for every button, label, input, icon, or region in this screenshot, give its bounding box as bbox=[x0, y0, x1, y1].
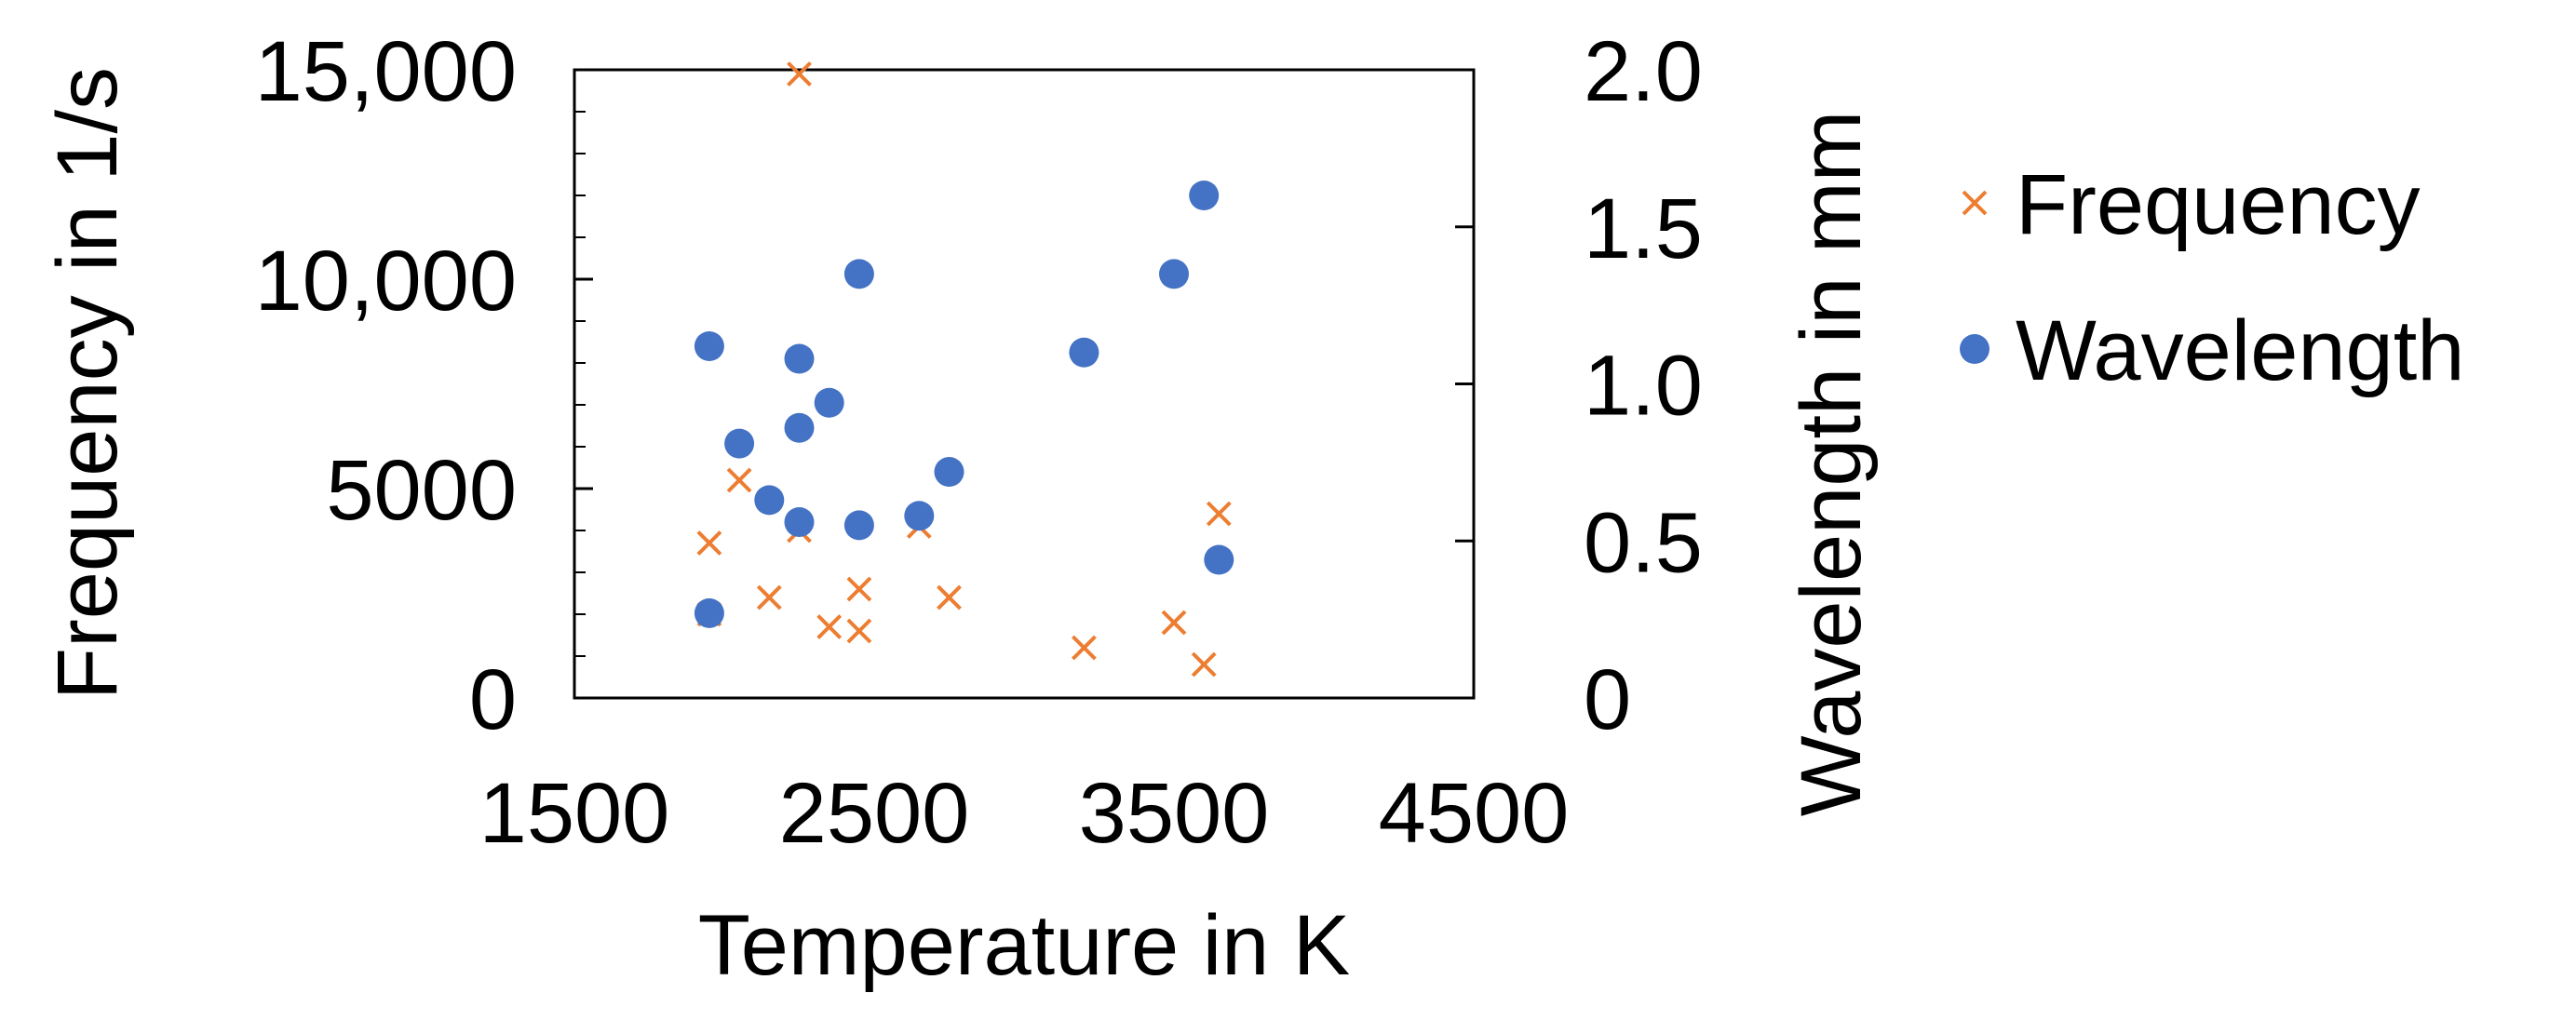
frequency-point bbox=[846, 618, 872, 644]
wavelength-point bbox=[843, 259, 874, 289]
frequency-point bbox=[787, 61, 812, 87]
x-tick-label: 1500 bbox=[479, 766, 670, 861]
left-tick-label: 5000 bbox=[326, 443, 517, 538]
right-tick-label: 2.0 bbox=[1584, 24, 1703, 119]
right-tick-label: 0 bbox=[1584, 652, 1631, 747]
frequency-point bbox=[756, 584, 782, 611]
legend: Frequency Wavelength bbox=[1960, 157, 2464, 398]
frequency-point bbox=[1161, 610, 1187, 636]
frequency-point bbox=[1071, 635, 1097, 661]
y-left-axis-title: Frequency in 1/s bbox=[40, 67, 135, 700]
data-points bbox=[694, 61, 1234, 678]
frequency-point bbox=[816, 614, 843, 639]
frequency-point bbox=[1206, 501, 1232, 527]
frequency-point bbox=[726, 467, 752, 493]
right-tick-label: 0.5 bbox=[1584, 495, 1703, 590]
wavelength-point bbox=[694, 597, 724, 628]
y-right-axis-title: Wavelength in mm bbox=[1784, 111, 1879, 816]
right-axis-ticks: 0 0.5 1.0 1.5 2.0 bbox=[1455, 24, 1703, 747]
wavelength-point bbox=[724, 428, 755, 459]
x-axis-title: Temperature in K bbox=[698, 898, 1351, 993]
legend-wavelength-marker bbox=[1960, 334, 1989, 364]
x-axis-ticks: 1500 2500 3500 4500 bbox=[479, 766, 1570, 861]
frequency-point bbox=[696, 530, 722, 556]
x-tick-label: 3500 bbox=[1079, 766, 1270, 861]
frequency-point bbox=[1191, 651, 1217, 678]
wavelength-point bbox=[784, 412, 815, 443]
left-axis-ticks: 0 5000 10,000 15,000 bbox=[255, 24, 593, 747]
wavelength-point bbox=[1189, 181, 1220, 210]
wavelength-point bbox=[904, 501, 935, 531]
wavelength-point bbox=[784, 507, 815, 537]
left-tick-label: 15,000 bbox=[255, 24, 517, 119]
wavelength-point bbox=[1069, 337, 1099, 368]
wavelength-point bbox=[1204, 544, 1234, 575]
wavelength-point bbox=[1159, 259, 1189, 289]
frequency-point bbox=[937, 584, 962, 611]
legend-frequency-marker bbox=[1962, 190, 1988, 216]
wavelength-point bbox=[754, 485, 785, 516]
frequency-point bbox=[846, 576, 872, 602]
wavelength-point bbox=[694, 331, 724, 361]
wavelength-point bbox=[934, 457, 964, 487]
x-tick-label: 4500 bbox=[1379, 766, 1570, 861]
right-tick-label: 1.0 bbox=[1584, 339, 1703, 434]
left-tick-label: 10,000 bbox=[255, 234, 517, 329]
wavelength-point bbox=[843, 510, 874, 541]
left-tick-label: 0 bbox=[469, 652, 517, 747]
legend-label: Wavelength bbox=[2016, 303, 2464, 398]
legend-label: Frequency bbox=[2016, 157, 2421, 252]
right-tick-label: 1.5 bbox=[1584, 181, 1703, 276]
plot-area bbox=[573, 68, 1476, 700]
wavelength-point bbox=[784, 343, 815, 374]
x-tick-label: 2500 bbox=[779, 766, 970, 861]
wavelength-point bbox=[814, 387, 844, 418]
